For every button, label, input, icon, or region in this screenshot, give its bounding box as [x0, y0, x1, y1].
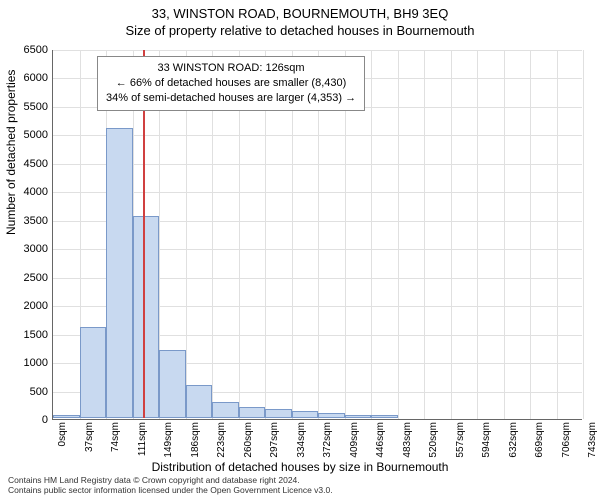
histogram-bar [345, 415, 372, 418]
footer-attribution: Contains HM Land Registry data © Crown c… [8, 475, 333, 496]
gridline-v [424, 50, 425, 419]
page-sub-title: Size of property relative to detached ho… [0, 23, 600, 38]
callout-box: 33 WINSTON ROAD: 126sqm ← 66% of detache… [97, 56, 365, 111]
x-tick-label: 743sqm [587, 422, 598, 458]
y-tick-label: 4500 [24, 158, 48, 170]
x-tick-label: 149sqm [163, 422, 174, 458]
y-tick-label: 2500 [24, 272, 48, 284]
gridline-v [371, 50, 372, 419]
x-tick-label: 669sqm [534, 422, 545, 458]
gridline-v [398, 50, 399, 419]
gridline-v [477, 50, 478, 419]
x-tick-label: 520sqm [428, 422, 439, 458]
y-tick-label: 5000 [24, 129, 48, 141]
y-tick-label: 2000 [24, 300, 48, 312]
x-tick-label: 186sqm [190, 422, 201, 458]
x-tick-label: 260sqm [243, 422, 254, 458]
x-tick-label: 483sqm [402, 422, 413, 458]
x-tick-label: 446sqm [375, 422, 386, 458]
y-tick-label: 4000 [24, 186, 48, 198]
x-tick-label: 372sqm [322, 422, 333, 458]
x-axis-label: Distribution of detached houses by size … [0, 460, 600, 474]
y-tick-label: 500 [30, 386, 48, 398]
histogram-bar [186, 385, 213, 418]
histogram-bar [212, 402, 239, 419]
x-tick-label: 557sqm [455, 422, 466, 458]
gridline-v [504, 50, 505, 419]
y-axis-label: Number of detached properties [4, 70, 18, 235]
histogram-bar [318, 413, 345, 418]
page-super-title: 33, WINSTON ROAD, BOURNEMOUTH, BH9 3EQ [0, 6, 600, 21]
title-block: 33, WINSTON ROAD, BOURNEMOUTH, BH9 3EQ S… [0, 0, 600, 38]
footer-line-1: Contains HM Land Registry data © Crown c… [8, 475, 333, 486]
chart-area: 0500100015002000250030003500400045005000… [52, 50, 582, 420]
histogram-bar [371, 415, 398, 418]
histogram-bar [159, 350, 186, 418]
histogram-bar [53, 415, 80, 418]
histogram-bar [292, 411, 319, 418]
histogram-bar [106, 128, 133, 418]
callout-line-3: 34% of semi-detached houses are larger (… [106, 91, 356, 106]
histogram-bar [133, 216, 160, 418]
histogram-bar [80, 327, 107, 418]
gridline-v [557, 50, 558, 419]
gridline-v [451, 50, 452, 419]
x-tick-label: 594sqm [481, 422, 492, 458]
x-tick-label: 37sqm [84, 422, 95, 452]
x-tick-label: 0sqm [57, 422, 68, 446]
x-tick-label: 334sqm [296, 422, 307, 458]
footer-line-2: Contains public sector information licen… [8, 485, 333, 496]
y-tick-label: 1500 [24, 329, 48, 341]
x-tick-label: 632sqm [508, 422, 519, 458]
gridline-v [583, 50, 584, 419]
y-tick-label: 1000 [24, 357, 48, 369]
y-tick-label: 0 [42, 414, 48, 426]
x-tick-label: 74sqm [110, 422, 121, 452]
callout-line-1: 33 WINSTON ROAD: 126sqm [106, 61, 356, 76]
x-tick-label: 706sqm [561, 422, 572, 458]
y-tick-label: 3500 [24, 215, 48, 227]
y-tick-label: 6000 [24, 72, 48, 84]
callout-line-2: ← 66% of detached houses are smaller (8,… [106, 76, 356, 91]
y-tick-label: 5500 [24, 101, 48, 113]
y-tick-label: 6500 [24, 44, 48, 56]
x-tick-label: 409sqm [349, 422, 360, 458]
x-tick-label: 223sqm [216, 422, 227, 458]
histogram-bar [239, 407, 266, 418]
x-tick-label: 111sqm [137, 422, 148, 456]
x-tick-label: 297sqm [269, 422, 280, 458]
gridline-v [530, 50, 531, 419]
histogram-bar [265, 409, 292, 418]
y-tick-label: 3000 [24, 243, 48, 255]
